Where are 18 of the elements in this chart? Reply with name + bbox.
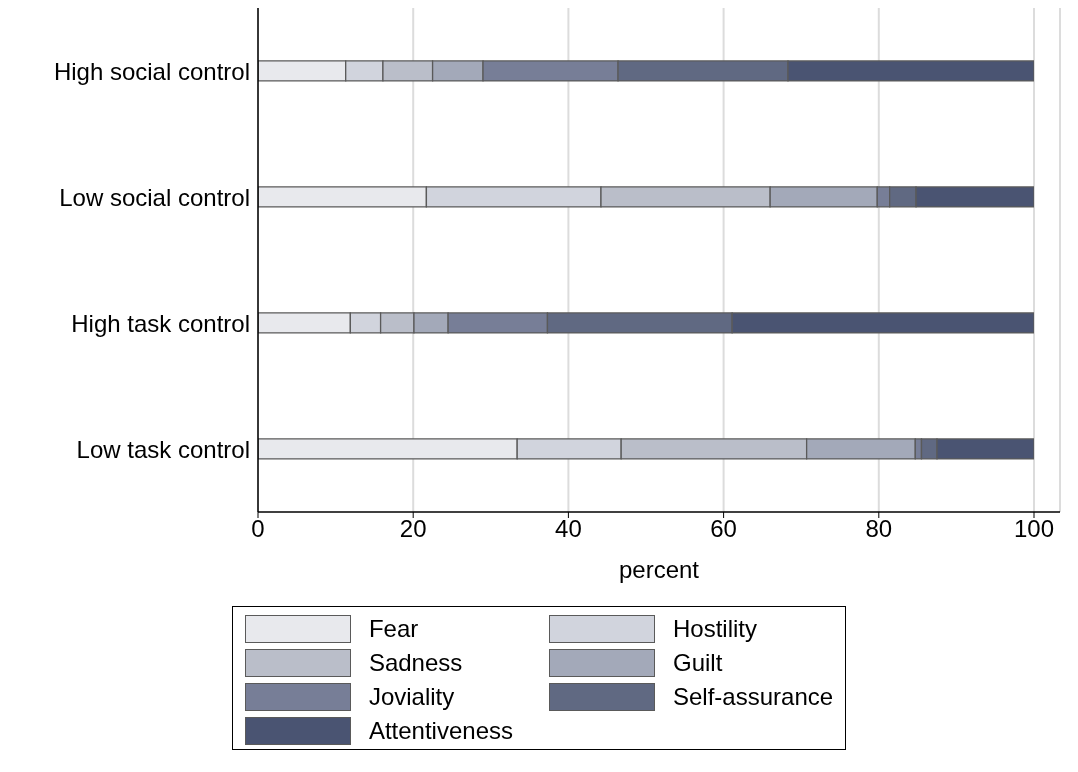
legend-label: Self-assurance [673,683,834,711]
y-tick-label: Low social control [59,183,250,211]
y-tick-label: High social control [53,57,250,85]
x-tick-label: 20 [399,515,427,543]
legend-label: Sadness [368,649,463,677]
x-tick-label: 80 [865,515,893,543]
x-axis-title: percent [618,556,700,583]
legend-label: Hostility [673,615,758,643]
x-tick-label: 0 [251,515,265,543]
x-tick-label: 100 [1013,515,1055,543]
x-tick-label: 60 [710,515,737,543]
y-tick-label: High task control [71,309,250,337]
legend-label: Joviality [368,683,455,711]
legend-label: Guilt [673,649,723,677]
legend-label: Fear [368,615,419,643]
y-tick-label: Low task control [76,435,250,463]
legend-label: Attentiveness [368,717,513,745]
x-tick-label: 40 [555,515,582,543]
